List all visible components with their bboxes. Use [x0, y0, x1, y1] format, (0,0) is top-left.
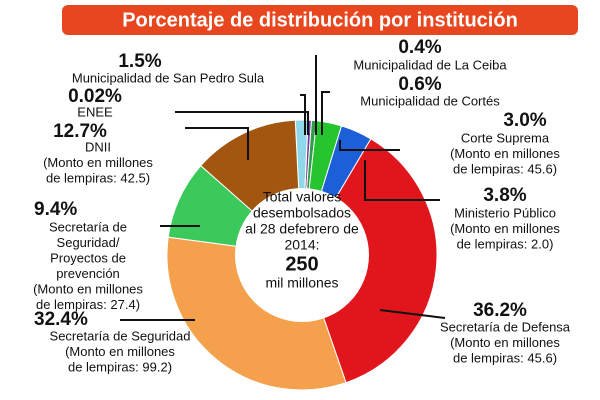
value-label: 9.4% — [34, 199, 77, 220]
value-label: 3.8% — [483, 185, 526, 206]
category-label: Secretaría de — [49, 219, 127, 234]
value-label: 12.7% — [53, 121, 107, 142]
leader-line — [321, 91, 330, 135]
amount-note: de lempiras: 27.4) — [36, 297, 140, 312]
value-label: 0.02% — [68, 86, 122, 107]
category-label: Proyectos de — [50, 250, 126, 265]
amount-note: de lempiras: 45.6) — [453, 161, 557, 176]
leader-line — [185, 127, 249, 160]
value-label: 3.0% — [503, 110, 546, 131]
donut — [166, 119, 438, 391]
amount-note: (Monto en millones — [65, 344, 175, 359]
leader-line — [364, 160, 440, 201]
category-label: Municipalidad de Cortés — [360, 93, 500, 108]
center-text: desembolsados — [253, 205, 351, 221]
amount-note: (Monto en millones — [450, 221, 560, 236]
category-label: Municipalidad de San Pedro Sula — [72, 70, 265, 85]
amount-note: (Monto en millones — [450, 335, 560, 350]
category-label: Corte Suprema — [461, 130, 550, 145]
category-label: Seguridad/ — [57, 235, 120, 250]
center-text: Total valores — [263, 189, 342, 205]
amount-note: de lempiras: 42.5) — [46, 170, 150, 185]
amount-note: (Monto en millones — [450, 146, 560, 161]
center-text: 250 — [285, 253, 318, 275]
value-label: 36.2% — [473, 300, 527, 321]
value-label: 32.4% — [34, 309, 88, 330]
leader-line — [339, 140, 400, 151]
value-label: 0.4% — [398, 37, 441, 58]
leader-line — [300, 94, 306, 135]
category-label: Ministerio Público — [454, 205, 556, 220]
amount-note: (Monto en millones — [33, 281, 143, 296]
category-label: DNII — [85, 139, 111, 154]
category-label: ENEE — [77, 104, 113, 119]
category-label: Secretaría de Defensa — [440, 319, 571, 334]
center-text: al 28 defebrero de — [245, 221, 359, 237]
category-label: Municipalidad de La Ceiba — [353, 57, 507, 72]
amount-note: (Monto en millones — [43, 155, 153, 170]
value-label: 0.6% — [398, 74, 441, 95]
center-hole — [235, 188, 369, 322]
amount-note: de lempiras: 45.6) — [453, 350, 557, 365]
center-text: mil millones — [265, 275, 338, 291]
value-label: 1.5% — [118, 51, 161, 72]
leader-line — [379, 309, 446, 319]
title-bar — [62, 5, 578, 35]
leader-lines — [120, 55, 446, 321]
amount-note: de lempiras: 99.2) — [68, 359, 172, 374]
category-label: prevención — [56, 266, 120, 281]
center-text: 2014: — [284, 237, 319, 253]
leader-line — [175, 111, 309, 135]
amount-note: de lempiras: 2.0) — [457, 236, 554, 251]
chart-title: Porcentaje de distribución por instituci… — [122, 9, 518, 31]
category-label: Secretaría de Seguridad — [50, 328, 191, 343]
